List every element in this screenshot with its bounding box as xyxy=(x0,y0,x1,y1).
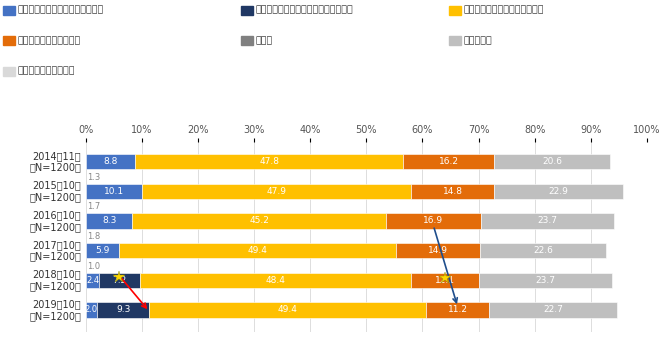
Bar xyxy=(135,154,403,170)
Text: 22.6: 22.6 xyxy=(533,246,553,255)
Text: 14.9: 14.9 xyxy=(428,246,448,255)
Text: 48.4: 48.4 xyxy=(265,276,285,285)
Bar xyxy=(99,273,140,288)
Bar xyxy=(396,243,480,258)
Text: 14.8: 14.8 xyxy=(443,187,463,196)
Text: 20.6: 20.6 xyxy=(542,157,562,166)
Text: 1.3: 1.3 xyxy=(88,173,101,182)
Text: 47.9: 47.9 xyxy=(267,187,287,196)
Text: 1.7: 1.7 xyxy=(88,202,101,211)
Text: 2.4: 2.4 xyxy=(86,276,99,285)
Bar xyxy=(143,184,411,199)
Text: 45.2: 45.2 xyxy=(249,217,269,225)
Bar xyxy=(97,302,149,318)
Bar xyxy=(86,213,133,229)
Bar xyxy=(494,154,610,170)
Bar xyxy=(119,243,396,258)
Bar xyxy=(133,213,386,229)
Bar xyxy=(494,184,622,199)
Text: 原発は即時、廃止すべき: 原発は即時、廃止すべき xyxy=(18,36,81,45)
Bar xyxy=(149,302,426,318)
Bar xyxy=(86,273,99,288)
Text: 5.9: 5.9 xyxy=(95,246,110,255)
Text: 23.7: 23.7 xyxy=(535,276,556,285)
Text: 49.4: 49.4 xyxy=(248,246,267,255)
Text: 1.8: 1.8 xyxy=(88,232,101,241)
Text: 8.8: 8.8 xyxy=(104,157,117,166)
Bar xyxy=(411,184,494,199)
Bar xyxy=(386,213,480,229)
Text: 16.2: 16.2 xyxy=(439,157,459,166)
Bar xyxy=(426,302,489,318)
Text: その他: その他 xyxy=(255,36,273,45)
Bar xyxy=(140,273,411,288)
Bar xyxy=(403,154,494,170)
Text: 22.7: 22.7 xyxy=(543,305,563,315)
Text: 49.4: 49.4 xyxy=(278,305,298,315)
Text: 47.8: 47.8 xyxy=(259,157,279,166)
Text: 震災以前の原発の状況維持してくべき: 震災以前の原発の状況維持してくべき xyxy=(255,6,353,15)
Text: 7.2: 7.2 xyxy=(112,276,127,285)
Text: 22.9: 22.9 xyxy=(548,187,568,196)
Text: 8.3: 8.3 xyxy=(102,217,116,225)
Bar xyxy=(86,302,97,318)
Text: あてはまるものはない: あてはまるものはない xyxy=(18,67,75,76)
Text: 11.2: 11.2 xyxy=(447,305,468,315)
Bar xyxy=(489,302,616,318)
Text: 23.7: 23.7 xyxy=(537,217,557,225)
Bar xyxy=(86,184,143,199)
Text: 9.3: 9.3 xyxy=(116,305,130,315)
Bar xyxy=(479,273,612,288)
Text: 10.1: 10.1 xyxy=(104,187,124,196)
Text: 原発は徐々に廃止していくべき: 原発は徐々に廃止していくべき xyxy=(463,6,544,15)
Text: 16.9: 16.9 xyxy=(423,217,444,225)
Text: 1.0: 1.0 xyxy=(88,262,100,271)
Text: 原子力発電を増やしていくべきだ: 原子力発電を増やしていくべきだ xyxy=(18,6,104,15)
Bar xyxy=(86,154,135,170)
Text: わからない: わからない xyxy=(463,36,492,45)
Text: 2.0: 2.0 xyxy=(85,305,98,315)
Bar xyxy=(411,273,479,288)
Text: 12.1: 12.1 xyxy=(435,276,455,285)
Bar xyxy=(86,243,119,258)
Bar xyxy=(480,243,607,258)
Bar xyxy=(480,213,614,229)
